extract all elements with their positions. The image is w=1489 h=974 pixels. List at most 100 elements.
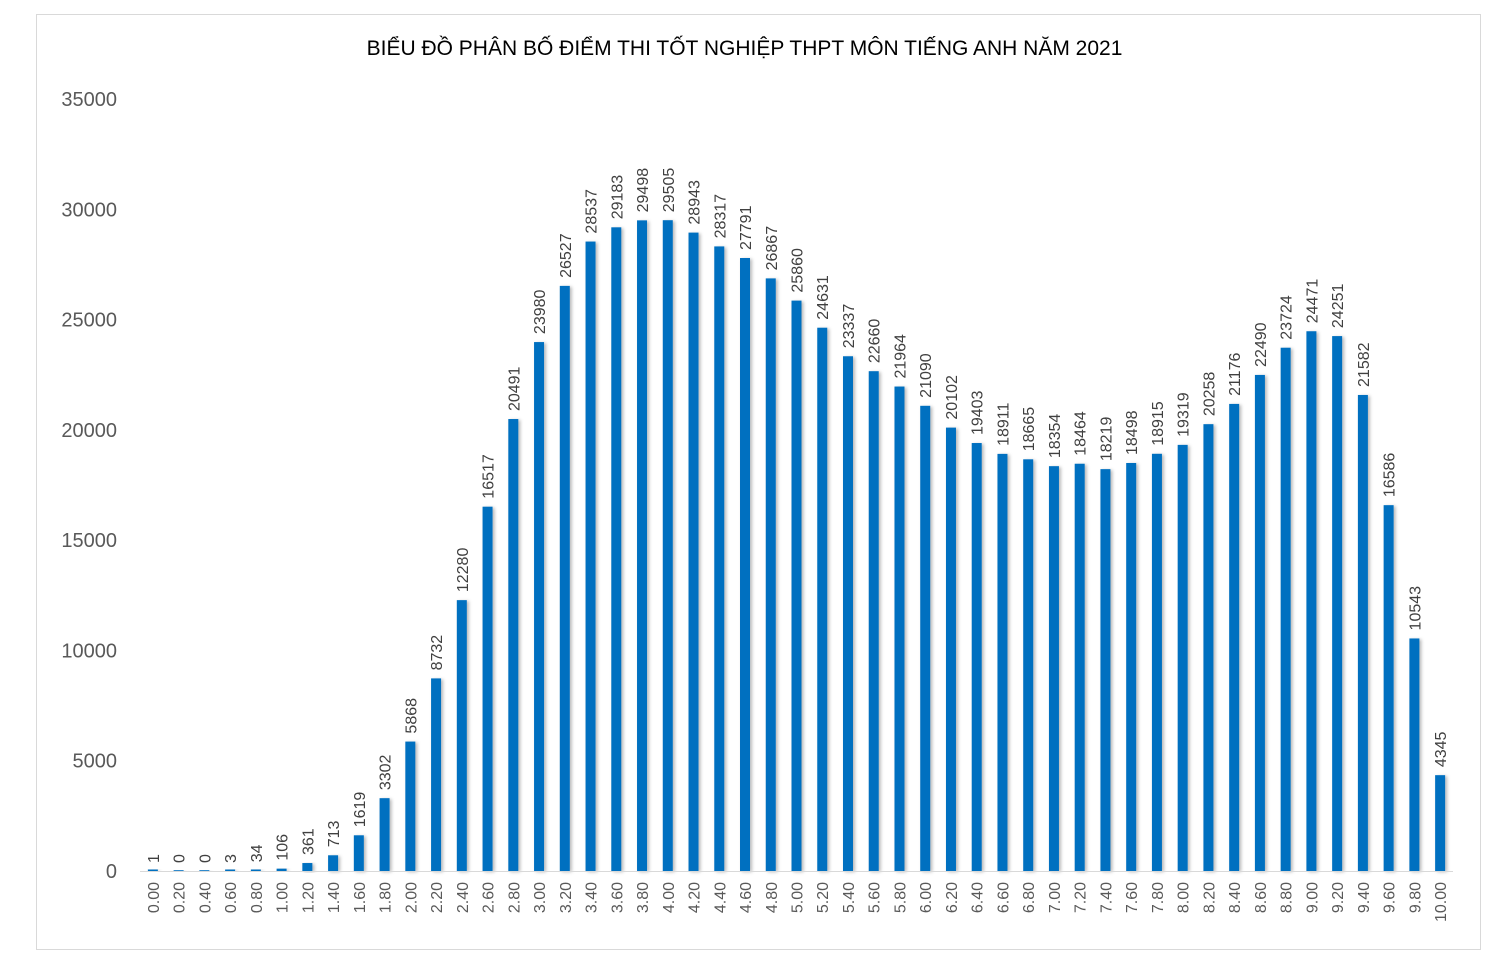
- bar-value-label: 29183: [609, 175, 626, 220]
- y-tick-label: 25000: [61, 310, 117, 332]
- x-tick-label: 1.80: [378, 882, 395, 913]
- x-tick-label: 6.80: [1021, 882, 1038, 913]
- x-tick-label: 4.20: [687, 882, 704, 913]
- bar: [1203, 424, 1214, 871]
- x-tick-label: 2.00: [403, 882, 420, 913]
- bar-value-label: 12280: [455, 548, 472, 593]
- y-tick-label: 0: [106, 861, 117, 883]
- bar-value-label: 22660: [867, 319, 884, 364]
- x-tick-label: 2.40: [455, 882, 472, 913]
- bar: [868, 371, 879, 871]
- bar: [1048, 466, 1059, 871]
- bar: [662, 220, 673, 872]
- bar: [276, 868, 287, 871]
- x-tick-label: 5.20: [815, 882, 832, 913]
- bar-value-label: 3: [223, 854, 240, 863]
- bar: [971, 443, 982, 871]
- bar-value-label: 1619: [352, 792, 369, 828]
- x-tick-label: 1.20: [300, 882, 317, 913]
- bar: [1177, 444, 1188, 871]
- x-tick-label: 0.60: [223, 882, 240, 913]
- bar-value-label: 26867: [764, 226, 781, 271]
- x-tick-label: 2.80: [506, 882, 523, 913]
- y-axis: 0 5000 10000 15000 20000 25000 30000 35000: [61, 89, 117, 883]
- x-tick-label: 4.40: [712, 882, 729, 913]
- bar-value-label: 4345: [1433, 731, 1450, 767]
- bar-value-label: 21090: [918, 353, 935, 398]
- y-tick-label: 5000: [73, 751, 118, 773]
- bar-value-label: 34: [249, 844, 266, 862]
- bar-value-label: 5868: [403, 698, 420, 734]
- x-tick-label: 6.40: [970, 882, 987, 913]
- bar-value-label: 0: [172, 854, 189, 863]
- bar-value-label: 24251: [1330, 283, 1347, 328]
- bar: [431, 678, 442, 871]
- bar-value-label: 0: [197, 854, 214, 863]
- bar-value-label: 18665: [1021, 407, 1038, 452]
- bar-value-label: 18911: [995, 402, 1012, 445]
- bar: [302, 863, 313, 871]
- bar: [1229, 403, 1240, 871]
- x-tick-label: 0.20: [172, 882, 189, 913]
- bar: [328, 855, 339, 871]
- bar-value-label: 28537: [584, 189, 601, 234]
- bar-value-label: 16586: [1382, 453, 1399, 498]
- bar: [920, 405, 931, 871]
- bar: [225, 869, 236, 871]
- x-tick-label: 9.60: [1382, 882, 1399, 913]
- bar: [456, 600, 467, 871]
- x-tick-label: 9.00: [1304, 882, 1321, 913]
- bar-value-label: 23980: [532, 289, 549, 334]
- x-axis: 0.00 0.20 0.40 0.60 0.80 1.00 1.20 1.40 1.60 1.80…: [140, 871, 1453, 922]
- bar-value-label: 22490: [1253, 322, 1270, 367]
- bar-value-label: 24471: [1304, 279, 1321, 324]
- bar: [791, 300, 802, 871]
- bar-value-label: 20102: [944, 375, 961, 420]
- x-tick-label: 3.60: [609, 882, 626, 913]
- bar-value-label: 21176: [1227, 353, 1244, 396]
- bar-value-label: 361: [300, 828, 317, 855]
- bar: [559, 285, 570, 872]
- bar: [945, 427, 956, 871]
- bar: [199, 870, 210, 871]
- x-tick-label: 6.20: [944, 882, 961, 913]
- bar-value-label: 19403: [970, 390, 987, 435]
- bar: [1332, 336, 1343, 871]
- bar: [1151, 453, 1162, 871]
- bar: [353, 835, 364, 871]
- bar: [1280, 347, 1291, 872]
- bar: [714, 246, 725, 871]
- x-tick-label: 0.40: [197, 882, 214, 913]
- bar: [1023, 459, 1034, 871]
- x-tick-label: 8.40: [1227, 882, 1244, 913]
- bar: [637, 220, 648, 871]
- x-tick-label: 5.60: [867, 882, 884, 913]
- x-tick-label: 3.80: [635, 882, 652, 913]
- bar-value-label: 23337: [841, 304, 858, 349]
- bar: [765, 278, 776, 871]
- x-tick-label: 8.00: [1176, 882, 1193, 913]
- bar: [173, 870, 184, 871]
- bar-value-label: 18464: [1073, 411, 1090, 456]
- bar-value-label: 18498: [1124, 410, 1141, 455]
- x-tick-label: 2.60: [481, 882, 498, 913]
- x-tick-label: 1.00: [275, 882, 292, 913]
- bar: [585, 241, 596, 872]
- bar: [817, 327, 828, 871]
- bar: [1357, 394, 1368, 871]
- chart-title: BIỂU ĐỒ PHÂN BỐ ĐIỂM THI TỐT NGHIỆP THPT…: [366, 37, 1123, 60]
- bar: [379, 798, 390, 871]
- bar-value-label: 26527: [558, 233, 575, 278]
- bar-value-label: 713: [326, 820, 343, 847]
- x-tick-label: 1.40: [326, 882, 343, 913]
- y-tick-label: 35000: [61, 89, 117, 111]
- bar: [482, 506, 493, 871]
- bar-value-label: 19319: [1176, 392, 1193, 437]
- bar-value-label: 25860: [790, 248, 807, 293]
- x-tick-label: 0.80: [249, 882, 266, 913]
- bar: [740, 258, 751, 871]
- bar: [508, 419, 519, 871]
- bar: [1100, 469, 1111, 871]
- bar: [1409, 638, 1420, 871]
